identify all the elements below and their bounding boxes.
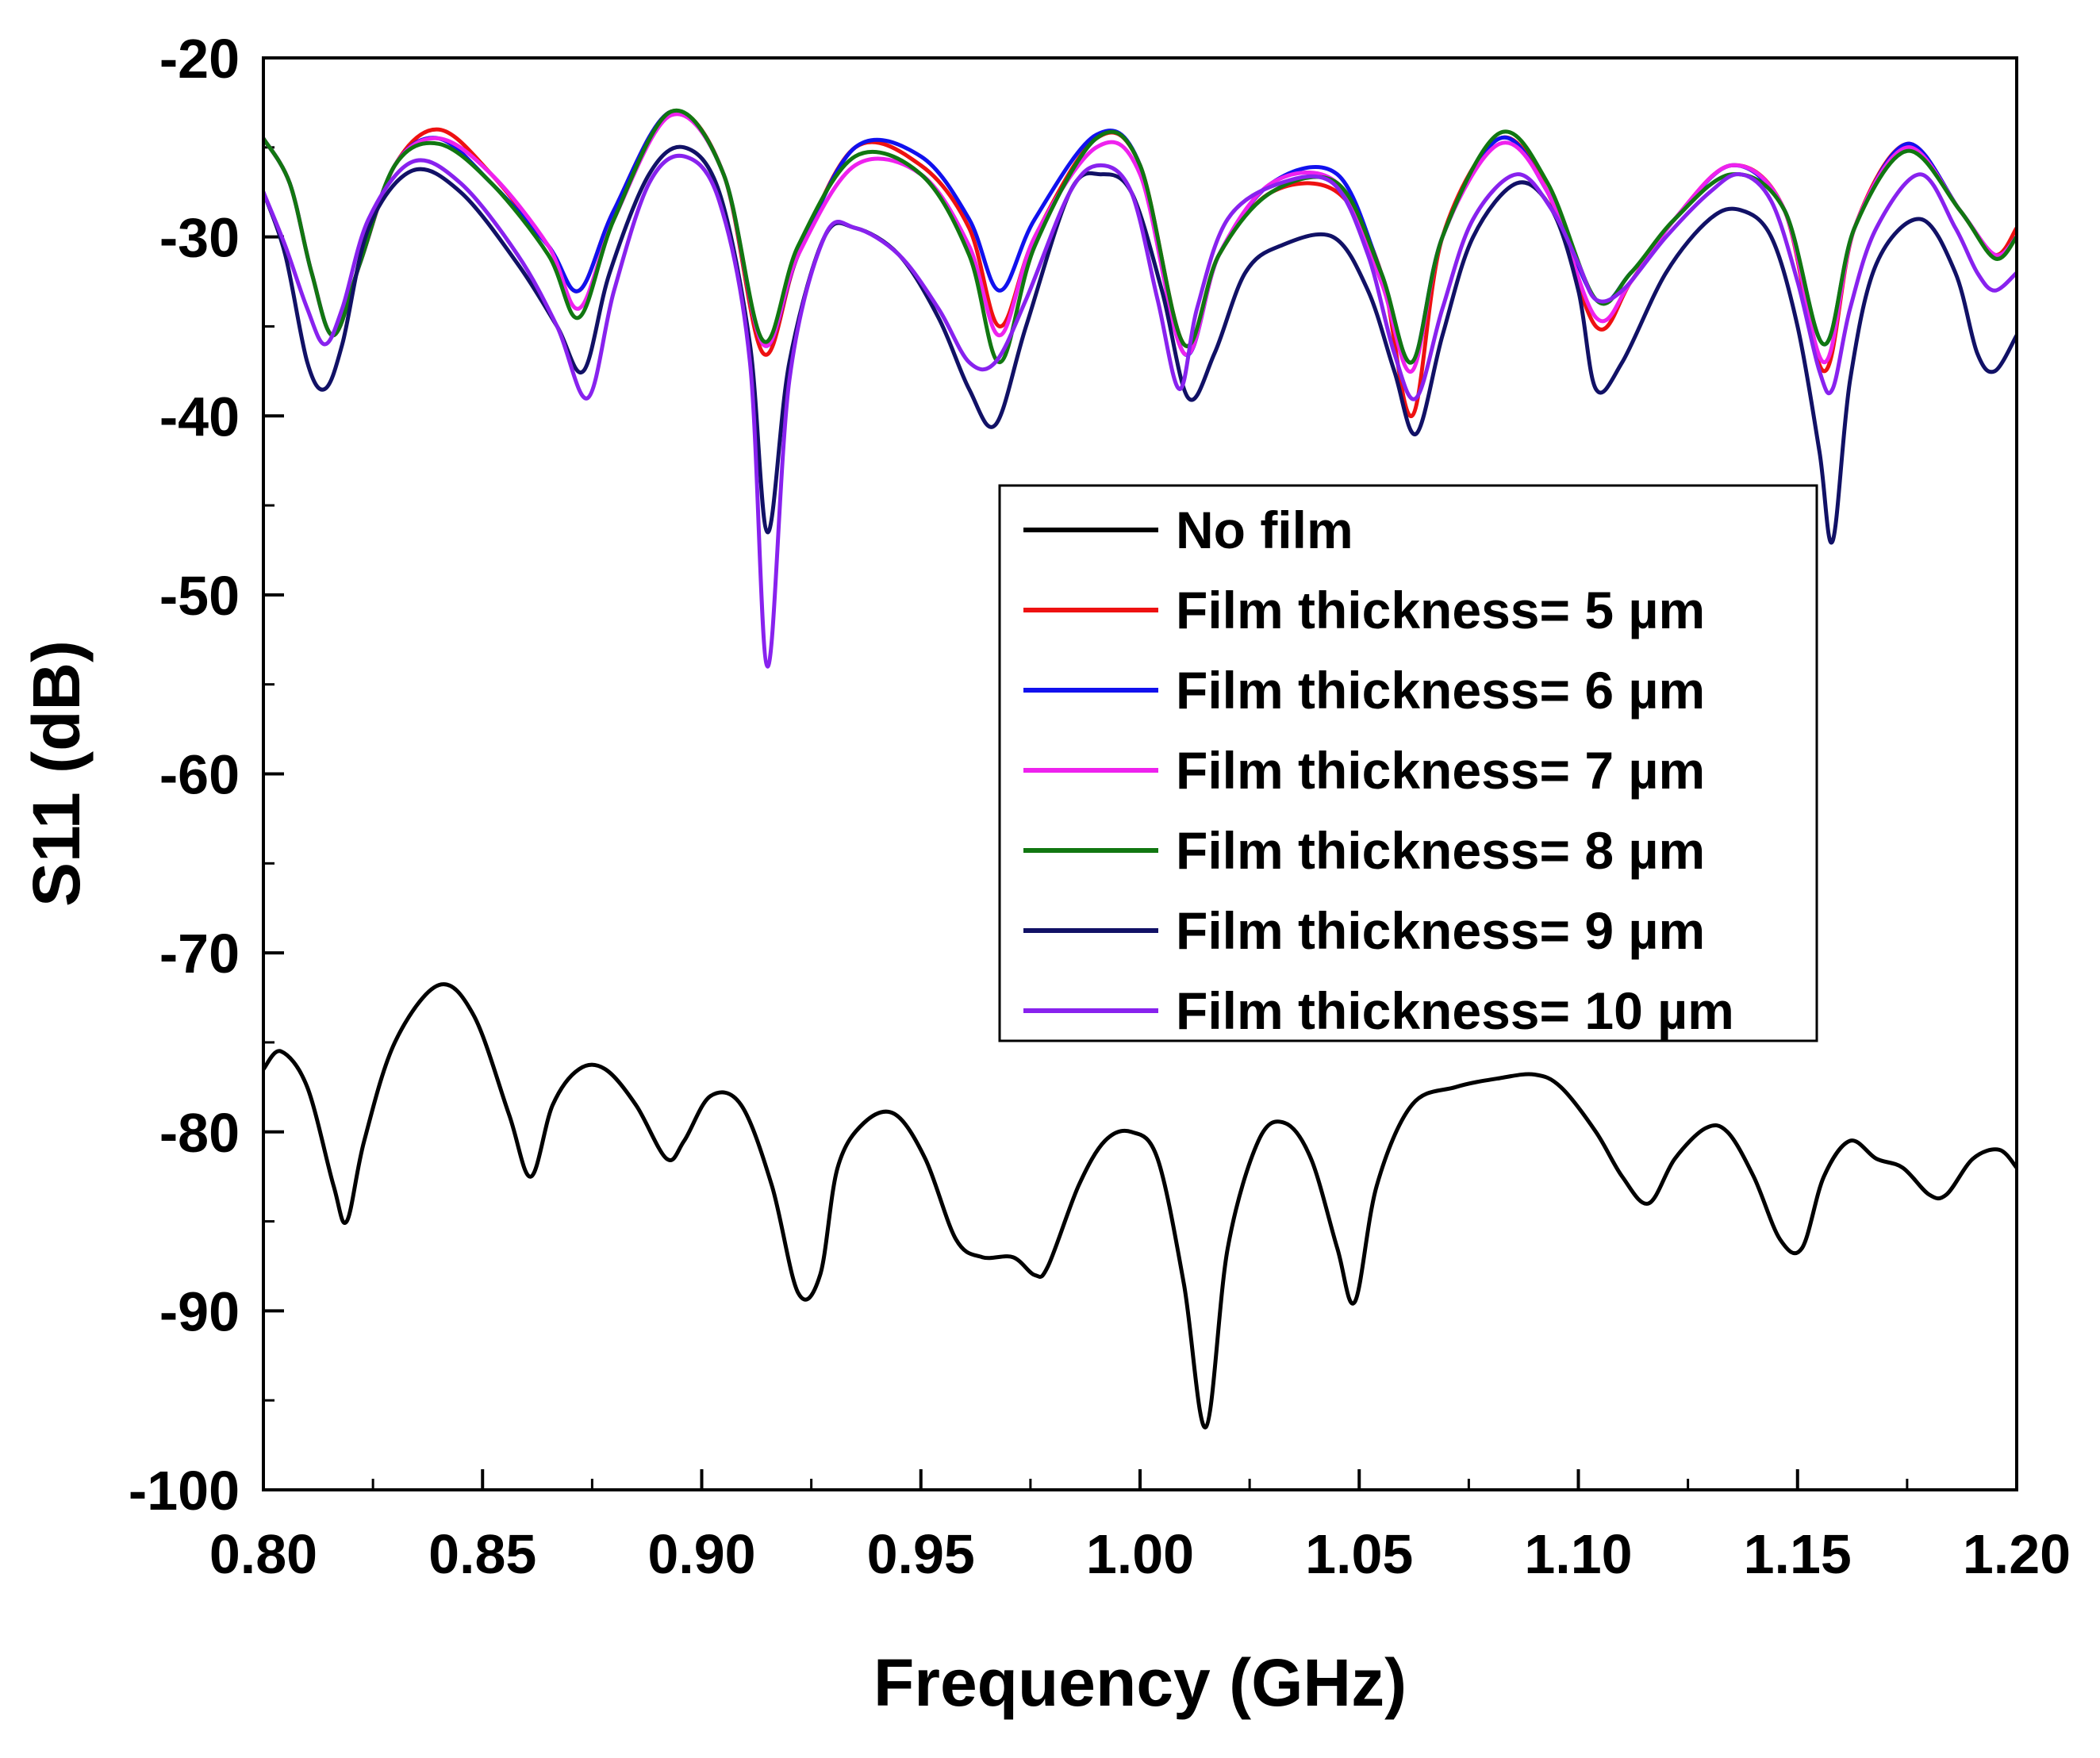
legend-box: [998, 484, 1818, 1042]
y-tick-label: -80: [159, 1102, 240, 1164]
legend-label-4: Film thickness= 8 µm: [1176, 821, 1705, 880]
series-line-0: [263, 982, 2017, 1430]
plot-frame: [262, 56, 2018, 1491]
legend-label-6: Film thickness= 10 µm: [1176, 981, 1734, 1040]
legend-label-5: Film thickness= 9 µm: [1176, 901, 1705, 960]
legend: No film Film thickness= 5 µm Film thicknes…: [998, 484, 1818, 1042]
legend-label-1: Film thickness= 5 µm: [1176, 581, 1705, 639]
legend-label-0: No film: [1176, 501, 1353, 559]
x-tick-label: 1.20: [1963, 1523, 2071, 1585]
x-tick-label: 0.80: [209, 1523, 317, 1585]
y-tick-label: -40: [159, 386, 240, 447]
legend-label-2: Film thickness= 6 µm: [1176, 661, 1705, 720]
x-tick-labels: 0.80 0.85 0.90 0.95 1.00 1.05 1.10 1.15 1.20: [209, 1523, 2071, 1585]
y-tick-label: -60: [159, 744, 240, 806]
series-line-5: [263, 144, 2017, 545]
y-tick-label: -30: [159, 207, 240, 269]
series-line-4: [263, 108, 2017, 365]
x-tick-label: 0.95: [867, 1523, 975, 1585]
x-tick-label: 0.85: [428, 1523, 536, 1585]
series-line-3: [263, 112, 2017, 374]
x-tick-label: 1.00: [1086, 1523, 1194, 1585]
y-tick-label: -90: [159, 1280, 240, 1342]
series-line-6: [263, 153, 2017, 669]
y-tick-label: -20: [159, 28, 240, 90]
legend-label-3: Film thickness= 7 µm: [1176, 741, 1705, 800]
x-axis-title: Frequency (GHz): [873, 1645, 1407, 1720]
series-lines: [263, 108, 2017, 1430]
y-tick-labels: -100 -90 -80 -70 -60 -50 -40 -30 -20: [129, 28, 240, 1522]
x-tick-label: 1.10: [1524, 1523, 1632, 1585]
series-line-2: [263, 109, 2017, 365]
y-tick-label: -70: [159, 923, 240, 985]
y-tick-label: -50: [159, 565, 240, 627]
y-tick-label: -100: [129, 1460, 240, 1522]
x-tick-label: 0.90: [647, 1523, 755, 1585]
y-axis-title: S11 (dB): [19, 640, 94, 907]
series-line-1: [263, 109, 2017, 418]
x-tick-label: 1.05: [1305, 1523, 1413, 1585]
x-tick-label: 1.15: [1744, 1523, 1852, 1585]
